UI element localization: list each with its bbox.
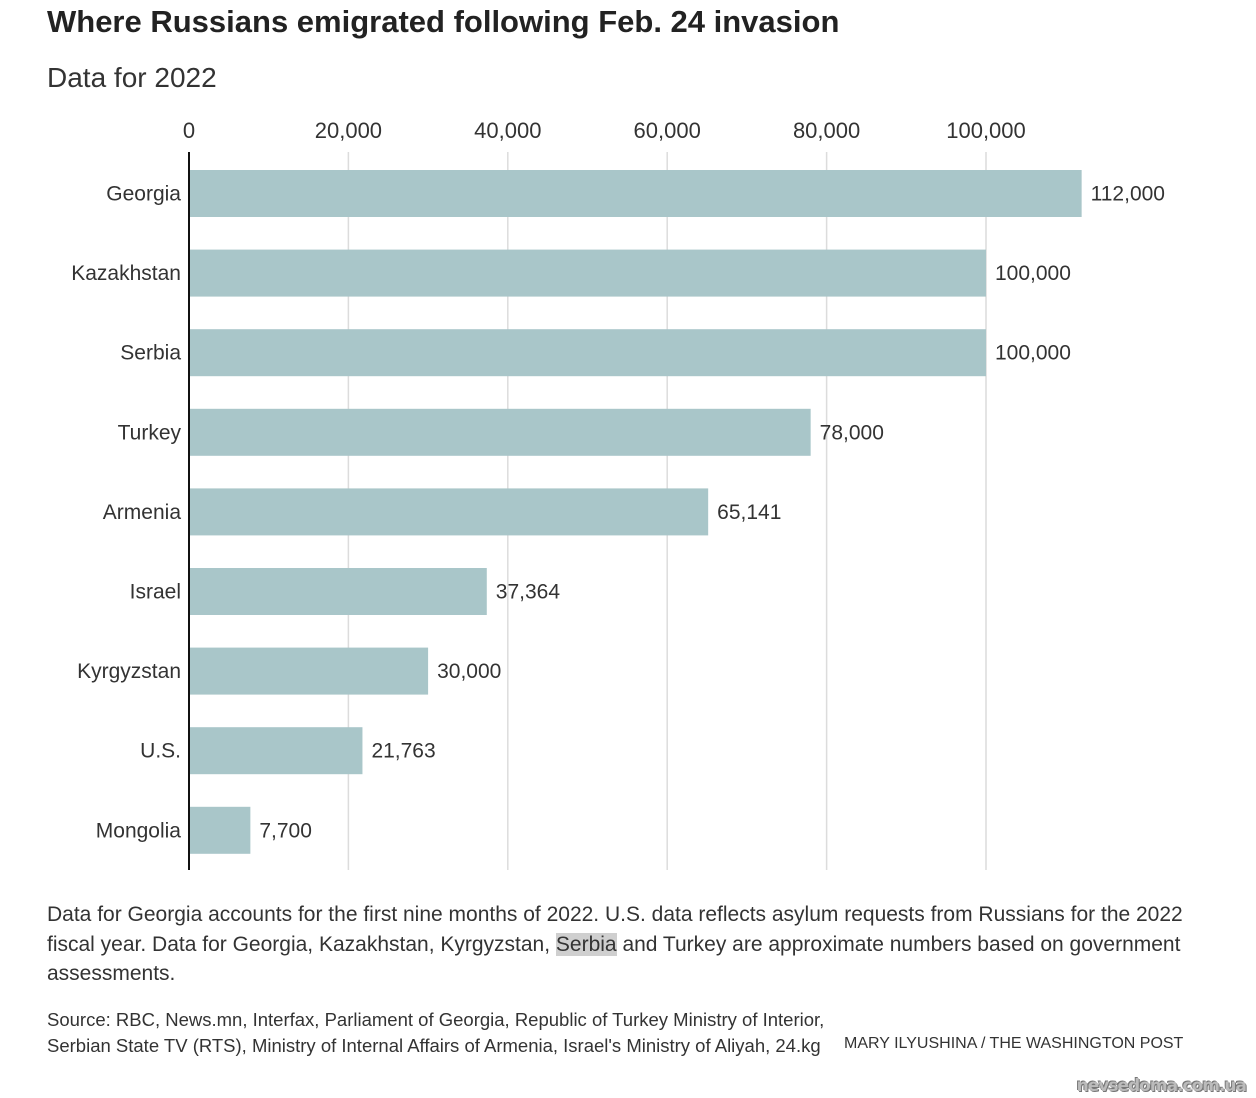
bar: [189, 170, 1082, 217]
category-label: Armenia: [103, 501, 182, 524]
bar-chart: 0 20,000 40,000 60,000 80,000 100,000 Georgia 1…: [71, 118, 1165, 870]
category-label: Mongolia: [96, 819, 182, 842]
value-label: 37,364: [496, 581, 561, 604]
bar: [189, 408, 811, 456]
bar: [189, 568, 487, 615]
value-label: 78,000: [820, 421, 884, 444]
category-label: U.S.: [140, 740, 181, 763]
source-text: Source: RBC, News.mn, Interfax, Parliame…: [47, 1009, 825, 1056]
category-label: Kazakhstan: [71, 262, 181, 285]
note-text: Data for Georgia accounts for the first …: [47, 903, 1183, 956]
x-tick-label: 100,000: [946, 118, 1026, 143]
note-highlight: Serbia: [555, 932, 617, 956]
bar: [189, 647, 429, 695]
bar: [189, 727, 363, 775]
value-label: 112,000: [1091, 183, 1165, 206]
bar: [189, 806, 251, 854]
value-label: 21,763: [371, 740, 435, 763]
credit-text: MARY ILYUSHINA / THE WASHINGTON POST: [844, 1035, 1184, 1052]
category-label: Serbia: [120, 342, 181, 365]
category-label: Turkey: [118, 421, 182, 444]
bar: [189, 249, 986, 297]
value-label: 65,141: [717, 501, 781, 524]
x-tick-label: 60,000: [634, 118, 701, 143]
x-tick-label: 0: [183, 118, 195, 143]
x-tick-label: 40,000: [474, 118, 541, 143]
category-label: Israel: [130, 581, 181, 604]
bar: [189, 329, 986, 377]
category-label: Kyrgyzstan: [77, 660, 181, 683]
chart-note: Data for Georgia accounts for the first …: [47, 900, 1207, 989]
value-label: 100,000: [995, 262, 1071, 285]
chart-subtitle: Data for 2022: [47, 62, 217, 93]
watermark: nevsedoma.com.ua: [1076, 1076, 1247, 1096]
x-tick-label: 20,000: [315, 118, 382, 143]
value-label: 30,000: [437, 660, 501, 683]
value-label: 100,000: [995, 342, 1071, 365]
chart-title: Where Russians emigrated following Feb. …: [47, 4, 840, 39]
x-tick-label: 80,000: [793, 118, 860, 143]
category-label: Georgia: [106, 183, 181, 206]
note-text-end: and Turkey are approximate numbers based…: [47, 932, 1181, 986]
value-label: 7,700: [259, 819, 312, 842]
bar: [189, 488, 709, 536]
